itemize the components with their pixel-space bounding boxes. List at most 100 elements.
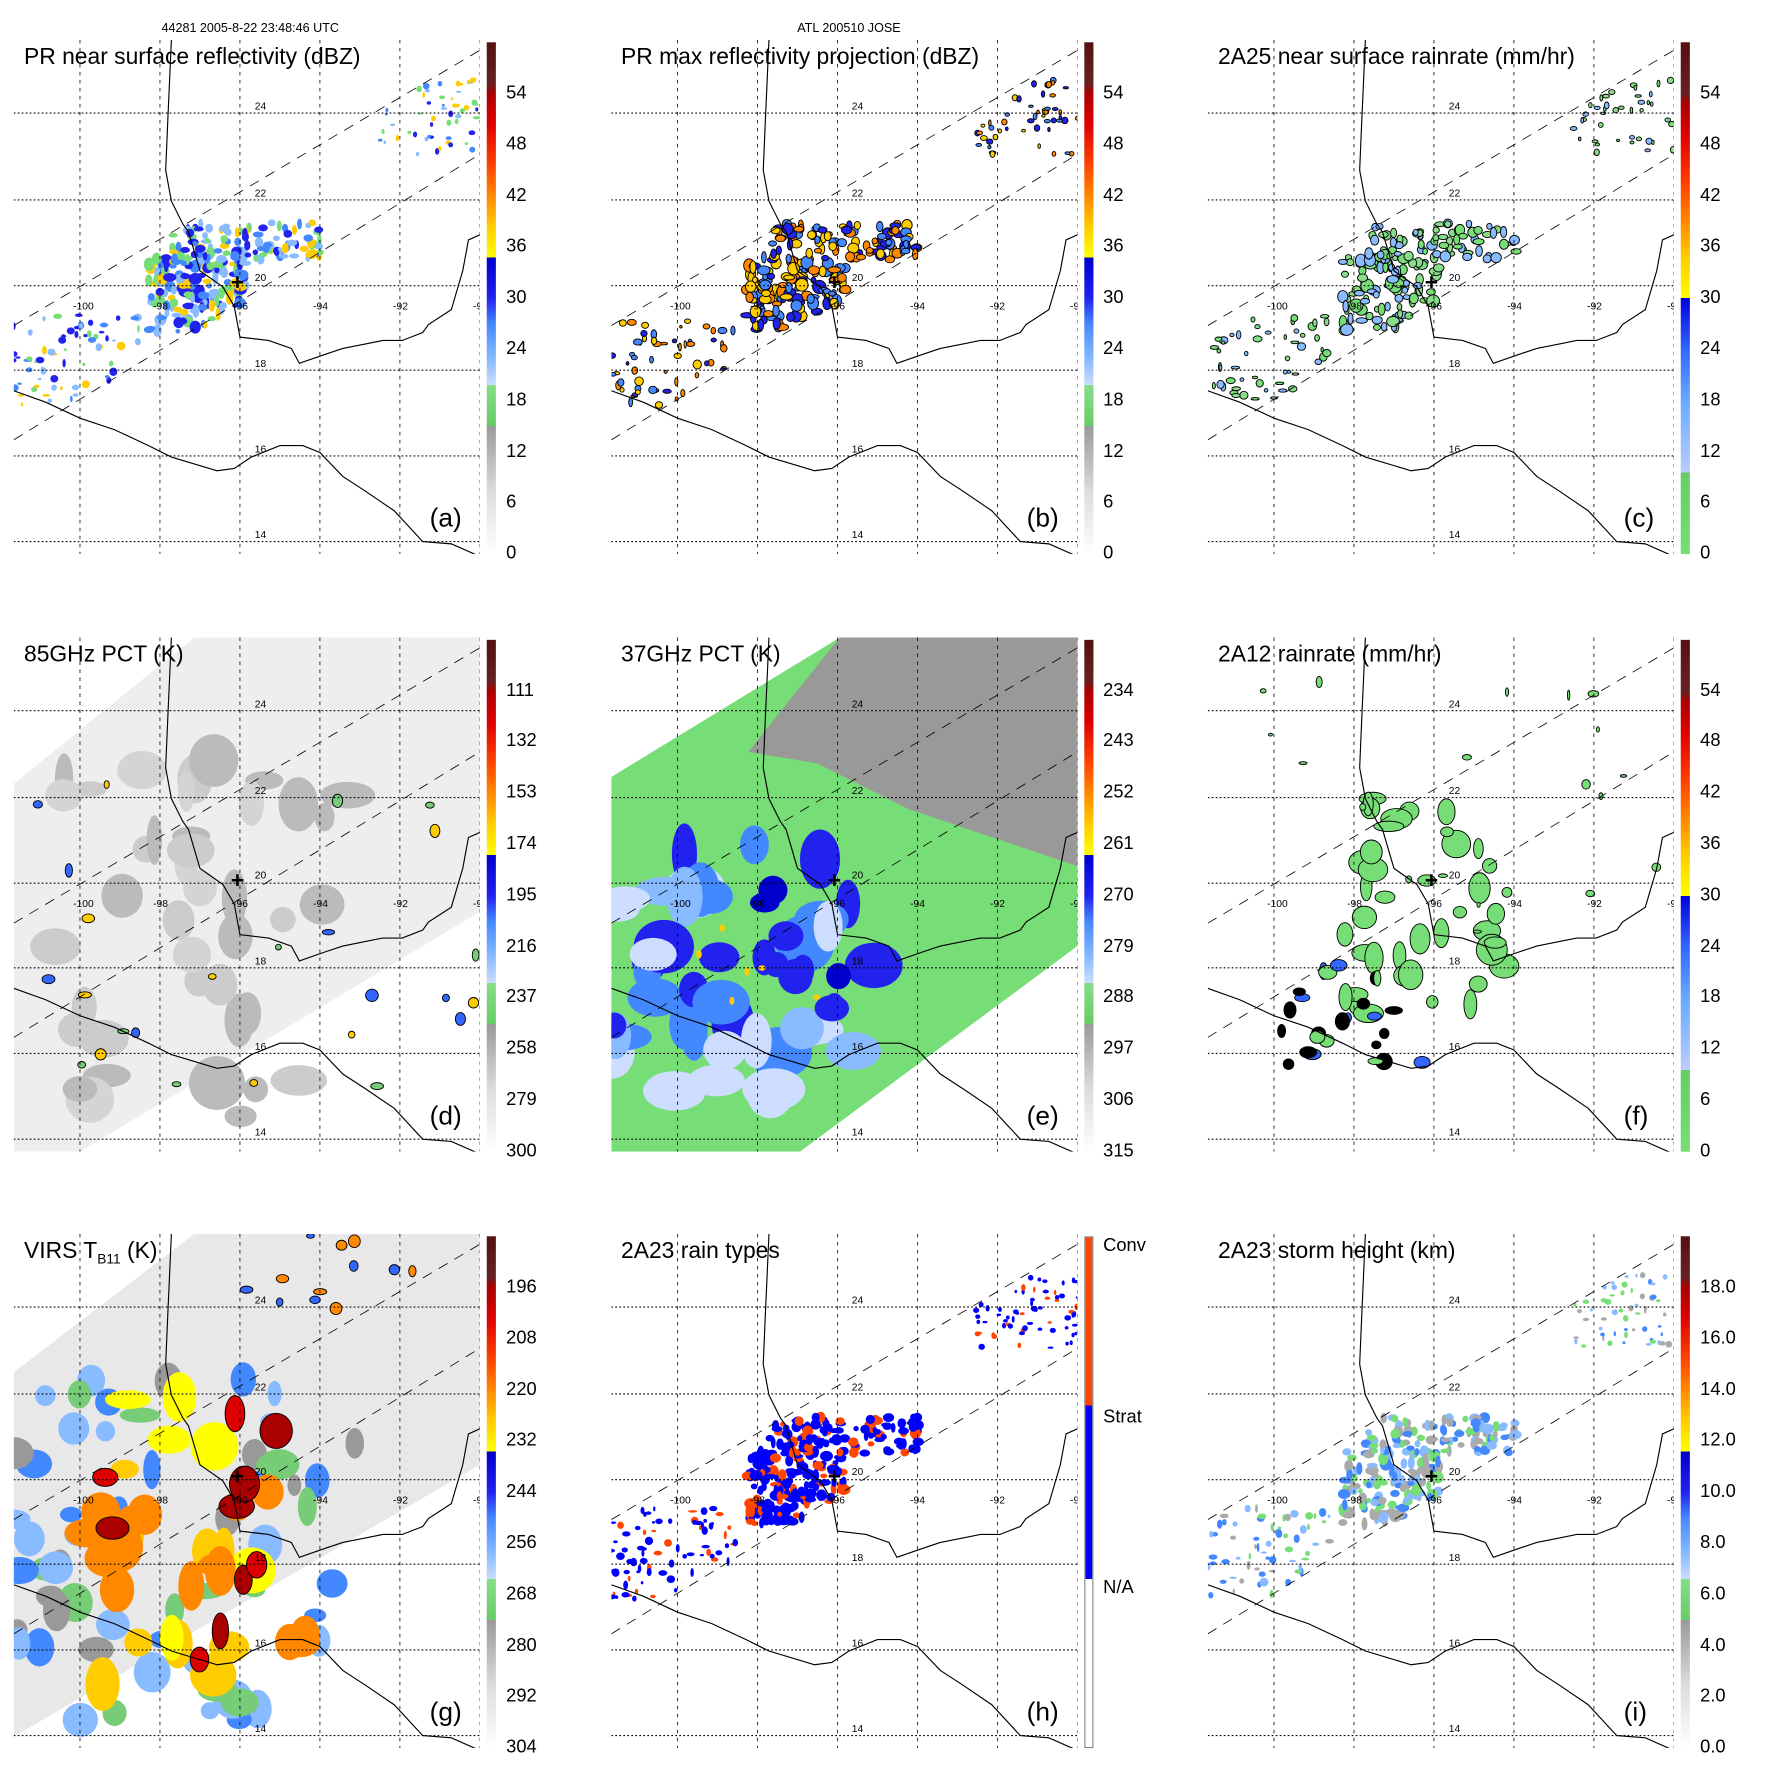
precip-cell	[1470, 1418, 1481, 1428]
precip-cell	[610, 896, 640, 922]
precip-cell	[94, 1047, 107, 1060]
precip-cell	[51, 384, 57, 391]
precip-cell	[96, 1608, 130, 1641]
map-canvas	[610, 39, 1077, 555]
colorbar-tick-label: 0	[1103, 544, 1114, 564]
precip-cell	[796, 1486, 806, 1497]
precip-cell	[202, 278, 212, 285]
lat-tick-label: 22	[851, 784, 864, 796]
precip-cell	[790, 299, 802, 312]
precip-cell	[1323, 317, 1330, 327]
precip-cell	[871, 1427, 877, 1433]
precip-cell	[1375, 1475, 1384, 1486]
precip-cell	[1598, 1326, 1603, 1331]
lat-tick-label: 20	[851, 1465, 864, 1478]
precip-cell	[1359, 838, 1383, 864]
precip-cell	[1216, 348, 1222, 354]
colorbar-tick-label: 18	[1700, 987, 1721, 1007]
precip-cell	[1315, 675, 1323, 688]
precip-cell	[267, 219, 276, 227]
panel-title-text: 37GHz PCT (K)	[620, 641, 781, 667]
precip-cell	[1035, 109, 1040, 115]
lon-tick-label: -100	[73, 300, 94, 312]
colorbar-tick-label: 24	[1700, 936, 1721, 956]
precip-cell	[190, 250, 199, 259]
precip-cell	[116, 341, 126, 351]
precip-cell	[1007, 1323, 1013, 1329]
precip-cell	[1011, 1315, 1015, 1323]
lon-tick-label: -98	[153, 897, 168, 909]
precip-cell	[654, 401, 663, 409]
precip-cell	[786, 261, 800, 276]
lon-tick-label: -90	[473, 1494, 480, 1506]
colorbar-tick-label: 54	[1700, 680, 1721, 700]
precip-cell	[274, 1623, 305, 1661]
precip-cell	[117, 750, 167, 789]
precip-cell	[639, 1557, 648, 1565]
precip-cell	[703, 360, 709, 367]
precip-cell	[1337, 258, 1348, 265]
precip-cell	[246, 1551, 268, 1579]
precip-cell	[731, 1538, 738, 1547]
coastline	[610, 987, 1074, 1152]
precip-cell	[834, 1417, 845, 1425]
precip-cell	[698, 941, 739, 972]
precip-cell	[262, 241, 270, 254]
precip-cell	[1012, 1309, 1019, 1315]
precip-cell	[448, 110, 454, 118]
data-layer	[1259, 675, 1662, 1070]
precip-cell	[719, 923, 725, 932]
precip-cell	[224, 1104, 257, 1127]
colorbar-tick-label: 42	[506, 185, 527, 206]
precip-cell	[1414, 1448, 1420, 1456]
precip-cell	[708, 1522, 713, 1530]
panel-title-text: VIRS T	[23, 1238, 98, 1264]
lon-tick-label: -92	[1587, 300, 1602, 312]
colorbar	[1083, 639, 1093, 1152]
precip-cell	[234, 237, 242, 246]
precip-cell	[1582, 1299, 1590, 1304]
precip-cell	[321, 928, 336, 935]
precip-cell	[830, 1434, 842, 1446]
colorbar-tick-label: 12	[1700, 1038, 1721, 1059]
panel-b: -100 -98 -96 -94 -92 -90 24 22 20 18 16 14 + PR max r…	[597, 0, 1193, 596]
precip-cell	[1416, 1434, 1426, 1442]
precip-cell	[757, 964, 765, 971]
precip-cell	[715, 1512, 724, 1517]
precip-cell	[1046, 1321, 1052, 1324]
precip-cell	[224, 1395, 246, 1433]
lat-tick-label: 14	[851, 529, 864, 541]
precip-cell	[1290, 314, 1299, 322]
precip-cell	[299, 883, 345, 925]
precip-cell	[1349, 1482, 1361, 1490]
precip-cell	[254, 237, 264, 248]
lat-tick-label: 22	[254, 187, 267, 199]
precip-cell	[1440, 1437, 1451, 1443]
precip-cell	[143, 326, 155, 334]
precip-cell	[143, 1450, 161, 1490]
precip-cell	[1422, 247, 1428, 255]
precip-cell	[108, 360, 114, 367]
precip-cell	[1473, 837, 1484, 859]
precip-cell	[146, 814, 163, 865]
precip-cell	[331, 793, 344, 808]
precip-cell	[1283, 1533, 1288, 1539]
coastline	[13, 987, 477, 1152]
precip-cell	[974, 1314, 980, 1319]
precip-cell	[1284, 1546, 1294, 1553]
colorbar-tick-label: 256	[506, 1533, 537, 1553]
precip-cell	[456, 90, 462, 94]
panel-f: -100 -98 -96 -94 -92 -90 24 22 20 18 16 14 +2A12 rai…	[1194, 597, 1771, 1193]
precip-cell	[205, 223, 213, 233]
precip-cell	[13, 1437, 34, 1470]
precip-cell	[1064, 151, 1071, 155]
lat-tick-label: 20	[254, 1465, 267, 1478]
precip-cell	[1221, 1519, 1227, 1526]
precip-cell	[278, 776, 319, 831]
map-c: -100 -98 -96 -94 -92 -90 24 22 20 18 16 14 +	[1207, 39, 1674, 555]
precip-cell	[103, 779, 110, 789]
precip-cell	[1041, 1279, 1047, 1284]
lon-tick-label: -100	[670, 1494, 691, 1506]
precip-cell	[281, 242, 289, 254]
precip-cell	[59, 1506, 82, 1523]
